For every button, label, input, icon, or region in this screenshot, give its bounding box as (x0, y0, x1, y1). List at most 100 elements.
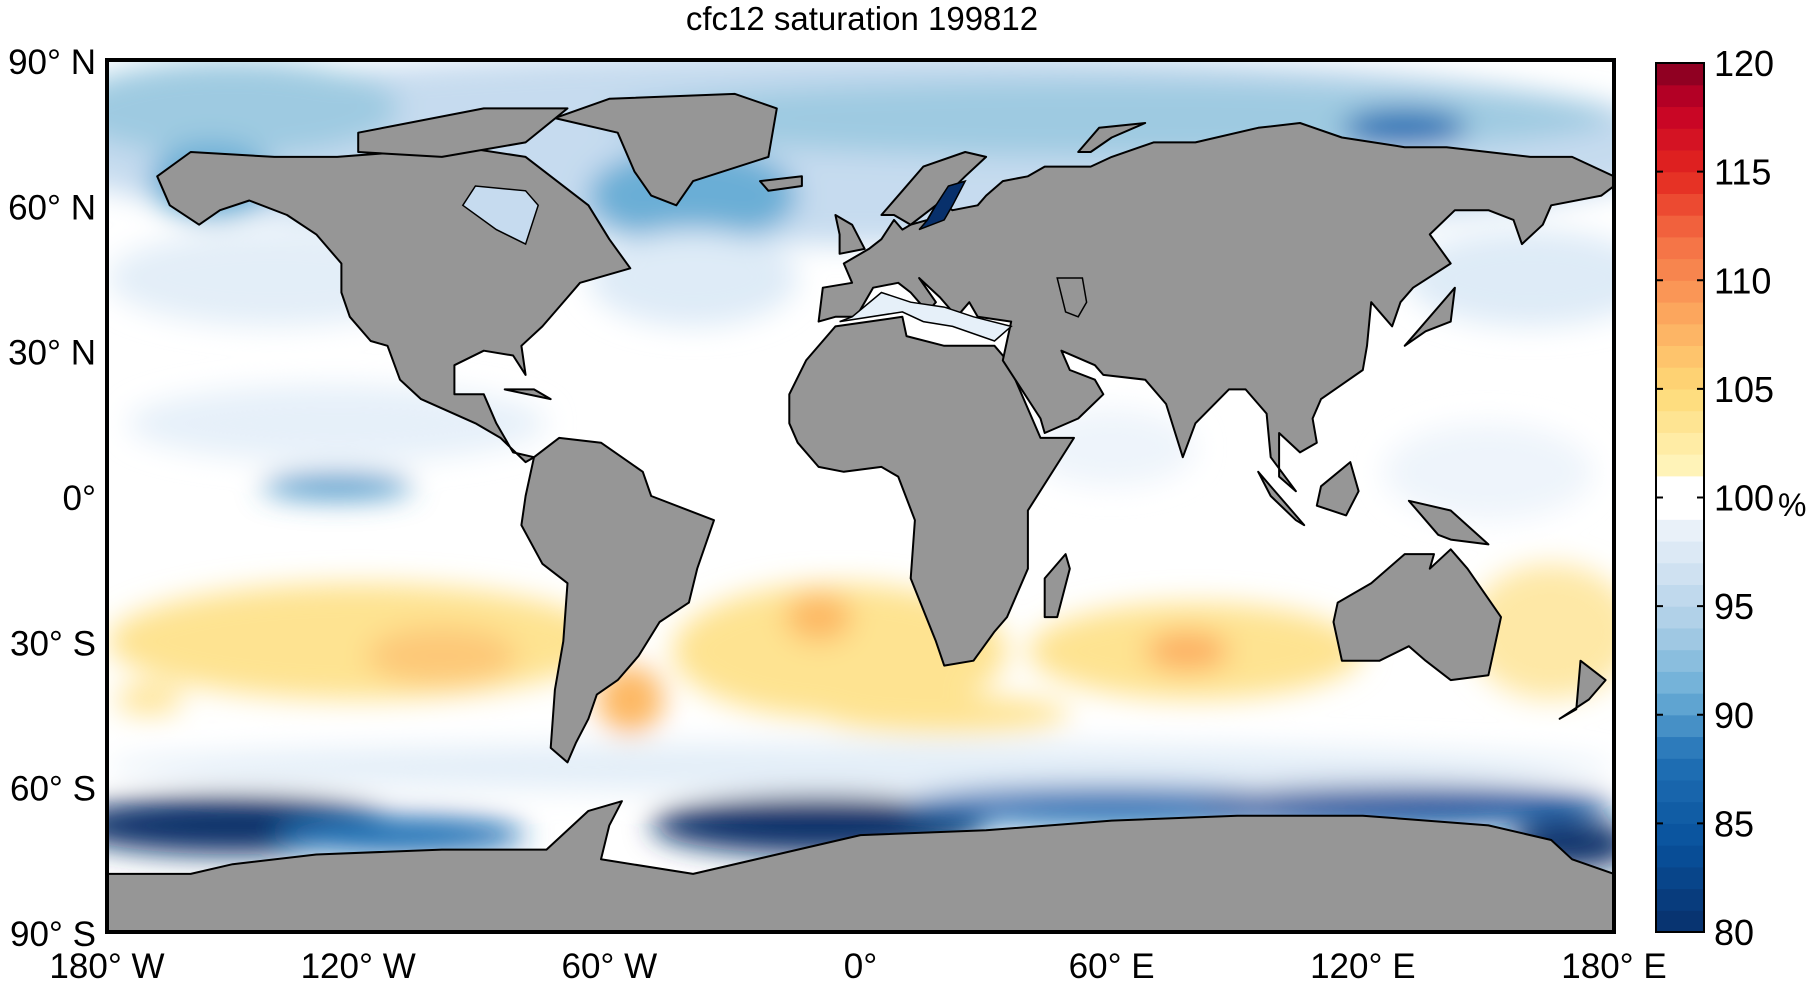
y-tick-label: 60° S (10, 770, 96, 809)
colorbar-band (1656, 149, 1704, 173)
caspian-sea (1056, 277, 1088, 318)
colorbar-band (1656, 627, 1704, 651)
colorbar-band (1656, 410, 1704, 433)
colorbar-band (1656, 215, 1704, 238)
colorbar-band (1656, 540, 1704, 564)
landmass-south-america (520, 436, 715, 764)
colorbar-tick-label: 120 (1714, 43, 1774, 84)
y-tick-label: 30° S (10, 624, 96, 663)
colorbar-tick-label: 85 (1714, 803, 1754, 844)
colorbar-band (1656, 193, 1704, 216)
x-tick-label: 180° W (49, 947, 164, 984)
colorbar-band (1656, 171, 1704, 194)
landmass-scandinavia (880, 151, 988, 226)
colorbar-band (1656, 823, 1704, 846)
field-patch (107, 743, 1614, 792)
field-patch (1027, 408, 1196, 487)
landmass-africa (788, 315, 1075, 667)
landmass-madagascar (1043, 553, 1071, 619)
field-patch (1145, 631, 1229, 671)
colorbar-band (1656, 106, 1704, 129)
x-tick-label: 120° W (301, 947, 416, 984)
hudson-bay (461, 185, 540, 246)
colorbar-band (1656, 258, 1704, 281)
colorbar-band (1656, 584, 1704, 607)
colorbar-band (1656, 693, 1704, 716)
x-tick-label: 0° (844, 947, 877, 984)
colorbar-band (1656, 63, 1704, 86)
colorbar-band (1656, 649, 1704, 672)
landmass-cuba (503, 388, 552, 401)
landmass-japan (1403, 286, 1456, 347)
colorbar-band (1656, 736, 1704, 759)
y-tick-label: 0° (63, 479, 96, 518)
field-patch (672, 583, 1008, 719)
field-patch (1467, 563, 1614, 700)
field-patch (1341, 108, 1468, 148)
colorbar-band (1656, 845, 1704, 868)
mediterranean-sea (839, 291, 1013, 342)
colorbar-band (1656, 910, 1704, 933)
colorbar-band (1656, 301, 1704, 325)
colorbar-band (1656, 454, 1704, 477)
x-tick-label: 180° E (1561, 947, 1666, 984)
colorbar-band (1656, 519, 1704, 542)
landmass-new-zealand (1558, 659, 1607, 720)
y-tick-label: 30° N (8, 334, 96, 373)
field-patch (261, 474, 413, 499)
baltic-sea (918, 179, 967, 231)
colorbar-band (1656, 280, 1704, 303)
colorbar-tick-label: 115 (1714, 152, 1771, 193)
y-tick-label: 90° N (8, 43, 96, 82)
inland-seas (461, 179, 1088, 342)
colorbar-band (1656, 432, 1704, 455)
landmass-new-guinea (1407, 499, 1490, 546)
field-patch (1383, 423, 1594, 521)
colorbar-band (1656, 606, 1704, 629)
colorbar-band (1656, 562, 1704, 585)
landmass-antarctica (107, 800, 1614, 932)
field-patch (785, 592, 853, 642)
colorbar-band (1656, 801, 1704, 824)
colorbar-tick-label: 100 (1714, 478, 1774, 519)
landmass-borneo (1315, 461, 1360, 517)
colorbar-tick-label: 80 (1714, 912, 1754, 953)
landmass-greenland (553, 92, 778, 207)
y-tick-label: 90° S (10, 915, 96, 954)
colorbar-band (1656, 323, 1704, 347)
colorbar-band (1656, 779, 1704, 803)
chart-title: cfc12 saturation 199812 (686, 0, 1038, 37)
field-patch (818, 694, 1070, 734)
field-patch (107, 60, 400, 157)
colorbar-band (1656, 345, 1704, 368)
field-patch (115, 684, 183, 714)
colorbar-tick-label: 90 (1714, 695, 1754, 736)
colorbar-band (1656, 497, 1704, 520)
map-area (107, 60, 1614, 932)
colorbar: 80 85 90 95 100 105 110 115 120 % (1655, 43, 1806, 953)
y-axis: 90° N 60° N 30° N 0° 30° S 60° S 90° S (8, 43, 96, 954)
colorbar-tick-label: 95 (1714, 586, 1754, 627)
colorbar-band (1656, 475, 1704, 499)
field-patch (107, 583, 610, 700)
landmass-great-britain (834, 214, 866, 255)
field-patch (366, 626, 518, 685)
colorbar-tick-label: 105 (1714, 369, 1774, 410)
y-tick-label: 60° N (8, 188, 96, 227)
colorbar-band (1656, 236, 1704, 260)
landmass-eurasia (817, 122, 1614, 493)
field-patch (588, 229, 798, 327)
colorbar-band (1656, 367, 1704, 390)
landmass-svalbard-novaya-zemlya (1077, 122, 1147, 153)
landmass-canadian-arctic-islands (357, 107, 569, 158)
colorbar-ticks: 80 85 90 95 100 105 110 115 120 (1656, 43, 1774, 953)
x-tick-label: 60° W (561, 947, 657, 984)
field-patch (1404, 229, 1614, 327)
colorbar-band (1656, 866, 1704, 890)
colorbar-band (1656, 888, 1704, 911)
colorbar-band (1656, 84, 1704, 108)
field-patch (274, 815, 526, 855)
colorbar-bands (1656, 63, 1704, 933)
colorbar-band (1656, 714, 1704, 738)
